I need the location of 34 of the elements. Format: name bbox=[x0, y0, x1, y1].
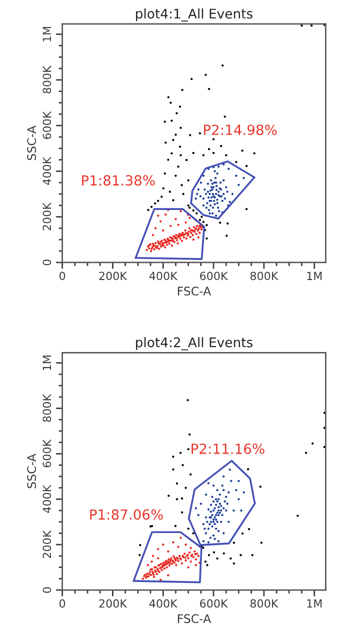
y-tick-label: 600K bbox=[42, 111, 52, 140]
y-tick-label: 1M bbox=[42, 27, 51, 42]
y-tick-label: 0 bbox=[42, 260, 52, 266]
y-tick-label: 800K bbox=[42, 394, 52, 422]
y-tick-label: 400K bbox=[42, 484, 52, 513]
x-axis-title: FSC-A bbox=[178, 286, 212, 296]
y-tick-label: 200K bbox=[42, 530, 52, 558]
x-tick-label: 1M bbox=[307, 599, 322, 608]
x-tick-label: 400K bbox=[149, 272, 178, 280]
x-tick-label: 200K bbox=[99, 272, 128, 280]
x-tick-label: 600K bbox=[200, 272, 228, 280]
y-tick-label: 1M bbox=[42, 356, 51, 370]
annotation: P1:81.38% bbox=[82, 175, 155, 186]
y-tick-label: 200K bbox=[42, 202, 52, 230]
chart-title: plot4:2_All Events bbox=[136, 337, 253, 350]
x-tick-label: 800K bbox=[250, 272, 278, 280]
y-axis-title: SSC-A bbox=[27, 454, 36, 488]
x-tick-label: 800K bbox=[250, 599, 278, 608]
x-tick-label: 400K bbox=[149, 599, 178, 608]
x-axis-title: FSC-A bbox=[178, 614, 212, 624]
x-tick-label: 1M bbox=[307, 272, 322, 280]
annotation: P2:14.98% bbox=[204, 124, 277, 136]
y-axis-title: SSC-A bbox=[27, 126, 36, 160]
x-tick-label: 0 bbox=[59, 272, 66, 280]
y-tick-label: 600K bbox=[42, 439, 52, 468]
x-tick-label: 600K bbox=[200, 599, 228, 608]
y-tick-label: 800K bbox=[42, 65, 52, 94]
annotation: P2:11.16% bbox=[192, 444, 264, 454]
annotation: P1:87.06% bbox=[90, 509, 163, 520]
x-tick-label: 0 bbox=[59, 599, 66, 608]
y-tick-label: 0 bbox=[42, 587, 52, 593]
chart-title: plot4:1_All Events bbox=[136, 8, 253, 22]
x-tick-label: 200K bbox=[99, 599, 128, 608]
y-tick-label: 400K bbox=[42, 156, 52, 185]
